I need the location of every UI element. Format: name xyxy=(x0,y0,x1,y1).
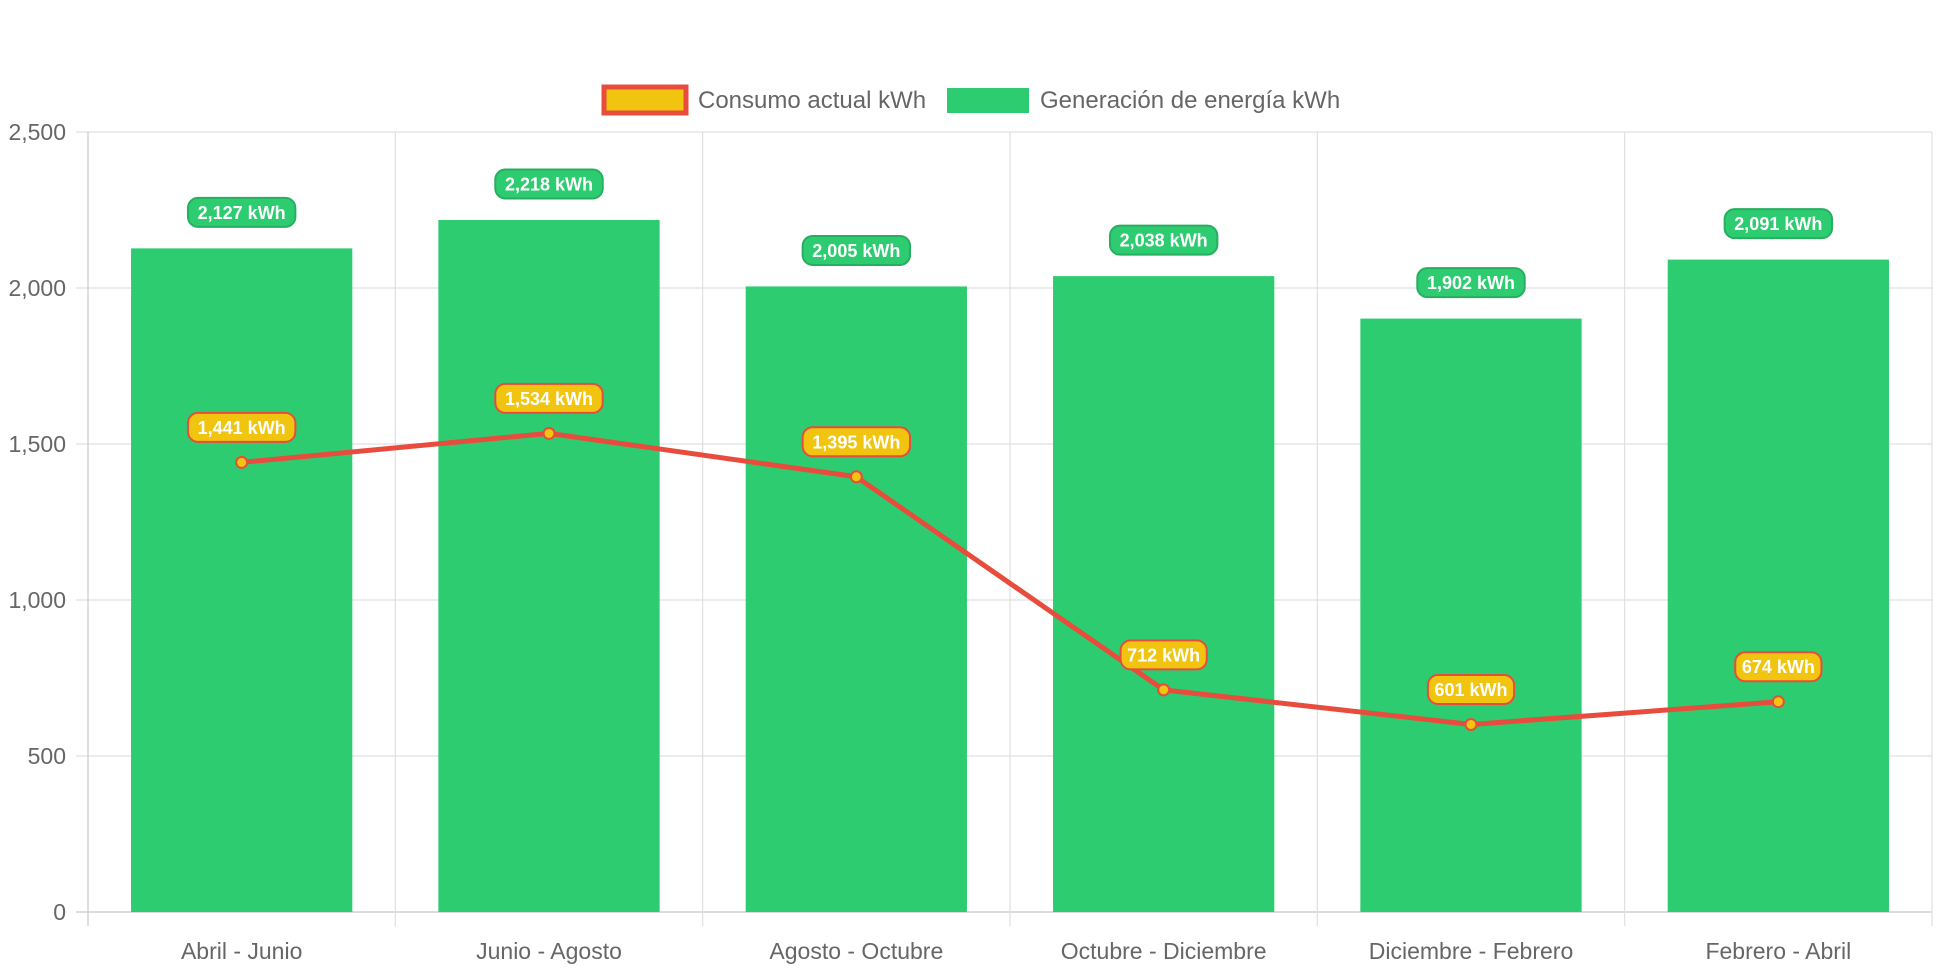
line-data-label-text: 674 kWh xyxy=(1742,657,1815,677)
bar-data-label-box xyxy=(186,196,297,228)
bar[interactable] xyxy=(1667,259,1889,912)
legend-item-consumo[interactable]: Consumo actual kWh xyxy=(601,84,926,116)
legend-label-consumo: Consumo actual kWh xyxy=(698,87,926,114)
line-point[interactable] xyxy=(542,426,556,440)
x-tick-label: Diciembre - Febrero xyxy=(1369,938,1574,964)
line-data-label-text: 1,395 kWh xyxy=(812,432,900,452)
line-data-label-box xyxy=(1734,651,1823,683)
bar[interactable] xyxy=(438,219,660,912)
grid-layer xyxy=(76,131,1933,926)
line-data-label: 1,441 kWh xyxy=(186,411,297,443)
bar-data-label-box xyxy=(1108,224,1219,256)
line-data-label-box xyxy=(1426,673,1516,705)
line-point[interactable] xyxy=(1771,695,1785,709)
y-tick-label: 1,500 xyxy=(8,431,66,457)
line-data-label: 1,395 kWh xyxy=(801,426,912,458)
line-data-label-box xyxy=(186,411,297,443)
x-tick-label: Junio - Agosto xyxy=(476,938,622,964)
x-tick-label: Febrero - Abril xyxy=(1705,938,1851,964)
line-data-label: 712 kWh xyxy=(1119,639,1208,671)
y-tick-label: 1,000 xyxy=(8,587,66,613)
bar-data-label-text: 2,127 kWh xyxy=(198,203,286,223)
bar-data-label: 2,218 kWh xyxy=(494,168,604,200)
line-data-label-text: 601 kWh xyxy=(1434,680,1507,700)
x-tick-label: Agosto - Octubre xyxy=(769,938,943,964)
bar-data-label-text: 2,218 kWh xyxy=(505,174,593,194)
bar[interactable] xyxy=(131,248,353,913)
bar-data-label: 2,091 kWh xyxy=(1723,208,1834,240)
line-layer xyxy=(235,426,1785,731)
legend-item-generacion[interactable]: Generación de energía kWh xyxy=(947,87,1340,114)
line-data-label: 1,534 kWh xyxy=(494,382,604,414)
line-data-label-box xyxy=(494,382,604,414)
y-tick-label: 2,000 xyxy=(8,275,66,301)
bar[interactable] xyxy=(745,286,967,912)
legend-swatch-consumo xyxy=(601,84,689,116)
labels-layer: 2,127 kWh 2,218 kWh 2,005 kWh 2,038 kWh 1,90… xyxy=(186,168,1834,705)
bar-data-label-text: 2,091 kWh xyxy=(1734,214,1822,234)
axis-layer: 0 500 1,000 1,500 2,000 2,500 Abril - Junio Jun… xyxy=(8,119,1851,964)
y-tick-label: 2,500 xyxy=(8,119,66,145)
line-point[interactable] xyxy=(235,455,249,469)
line-data-label-box xyxy=(801,426,912,458)
bar-data-label: 2,127 kWh xyxy=(186,196,297,228)
y-tick-label: 500 xyxy=(28,743,66,769)
bar-data-label: 1,902 kWh xyxy=(1416,267,1526,299)
line-data-label-text: 1,534 kWh xyxy=(505,389,593,409)
bar-data-label-box xyxy=(1416,267,1526,299)
line-point[interactable] xyxy=(1157,683,1171,697)
legend-swatch-generacion xyxy=(947,88,1029,113)
bar-data-label-box xyxy=(1723,208,1834,240)
bar-data-label-box xyxy=(801,234,912,266)
legend-label-generacion: Generación de energía kWh xyxy=(1040,87,1340,114)
legend: Consumo actual kWh Generación de energía… xyxy=(601,84,1340,116)
bars-layer xyxy=(131,219,1889,913)
line-data-label-text: 1,441 kWh xyxy=(198,418,286,438)
line-point[interactable] xyxy=(1464,717,1478,731)
bar[interactable] xyxy=(1360,318,1582,912)
line-point[interactable] xyxy=(849,470,863,484)
line-data-label-box xyxy=(1119,639,1208,671)
x-tick-label: Abril - Junio xyxy=(181,938,302,964)
line-data-label: 601 kWh xyxy=(1426,673,1516,705)
line-data-label: 674 kWh xyxy=(1734,651,1823,683)
bar-data-label-box xyxy=(494,168,604,200)
bar-data-label-text: 1,902 kWh xyxy=(1427,273,1515,293)
bar[interactable] xyxy=(1053,276,1275,912)
x-tick-label: Octubre - Diciembre xyxy=(1061,938,1267,964)
y-tick-label: 0 xyxy=(53,899,66,925)
bar-data-label-text: 2,005 kWh xyxy=(812,241,900,261)
bar-data-label: 2,038 kWh xyxy=(1108,224,1219,256)
consumo-line xyxy=(241,430,1779,727)
bar-data-label: 2,005 kWh xyxy=(801,234,912,266)
line-data-label-text: 712 kWh xyxy=(1127,645,1200,665)
bar-data-label-text: 2,038 kWh xyxy=(1120,231,1208,251)
